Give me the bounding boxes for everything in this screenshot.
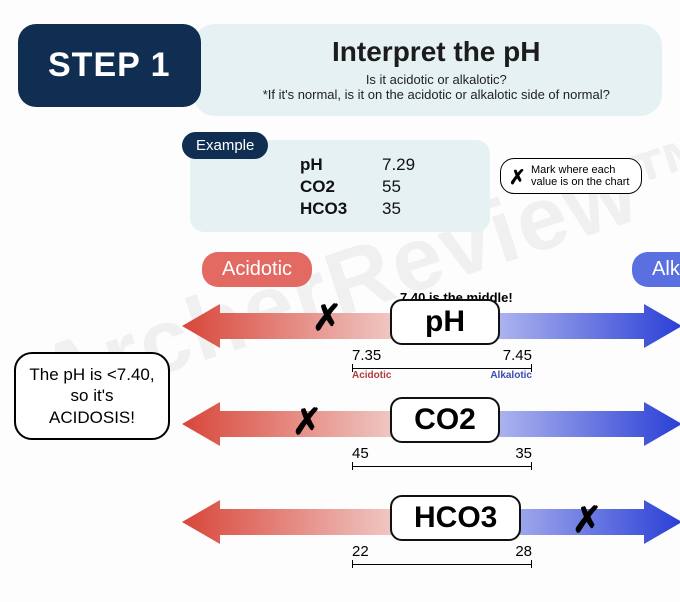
example-value: 55 [382,177,401,197]
example-value: 7.29 [382,155,415,175]
example-value: 35 [382,199,401,219]
hco3-x-mark: ✗ [572,499,602,541]
x-mark-icon: ✗ [509,167,526,189]
acidotic-tag: Acidotic [202,252,312,287]
co2-left: 45 [352,445,369,462]
example-row-hco3: HCO3 35 [300,198,472,220]
mark-hint-text: Mark where each value is on the chart [531,164,629,188]
example-label: HCO3 [300,199,354,219]
co2-x-mark: ✗ [292,401,322,443]
ph-sub-alka: Alkalotic [490,370,532,381]
header-sub2: *If it's normal, is it on the acidotic o… [227,87,646,102]
ph-sub-acid: Acidotic [352,370,391,381]
example-tag: Example [182,132,268,159]
hco3-scale: 22 28 [352,545,532,568]
header-sub1: Is it acidotic or alkalotic? [227,72,646,87]
ph-left: 7.35 [352,347,381,364]
header-panel: Interpret the pH Is it acidotic or alkal… [193,24,662,116]
alkalotic-tag: Alkalotic [632,252,680,287]
example-label: pH [300,155,354,175]
ph-label-box: pH [390,299,500,345]
header: STEP 1 Interpret the pH Is it acidotic o… [0,0,680,116]
step-badge: STEP 1 [18,24,201,107]
co2-scale: 45 35 [352,447,532,470]
page-title: Interpret the pH [227,36,646,68]
example-block: Example pH 7.29 CO2 55 HCO3 35 ✗ Mark wh… [190,140,680,232]
ph-right: 7.45 [503,347,532,364]
ph-scale: 7.35 7.45 Acidotic Alkalotic [352,349,532,381]
hco3-right: 28 [515,543,532,560]
interpretation-note: The pH is <7.40, so it's ACIDOSIS! [14,352,170,440]
hco3-left: 22 [352,543,369,560]
mark-hint: ✗ Mark where each value is on the chart [500,158,642,194]
ph-x-mark: ✗ [312,297,342,339]
example-row-co2: CO2 55 [300,176,472,198]
example-label: CO2 [300,177,354,197]
hco3-arrow-block: HCO3 22 28 ✗ [12,489,668,581]
example-row-ph: pH 7.29 [300,154,472,176]
co2-label-box: CO2 [390,397,500,443]
co2-right: 35 [515,445,532,462]
tag-row: Acidotic Alkalotic [12,252,668,287]
hco3-label-box: HCO3 [390,495,521,541]
